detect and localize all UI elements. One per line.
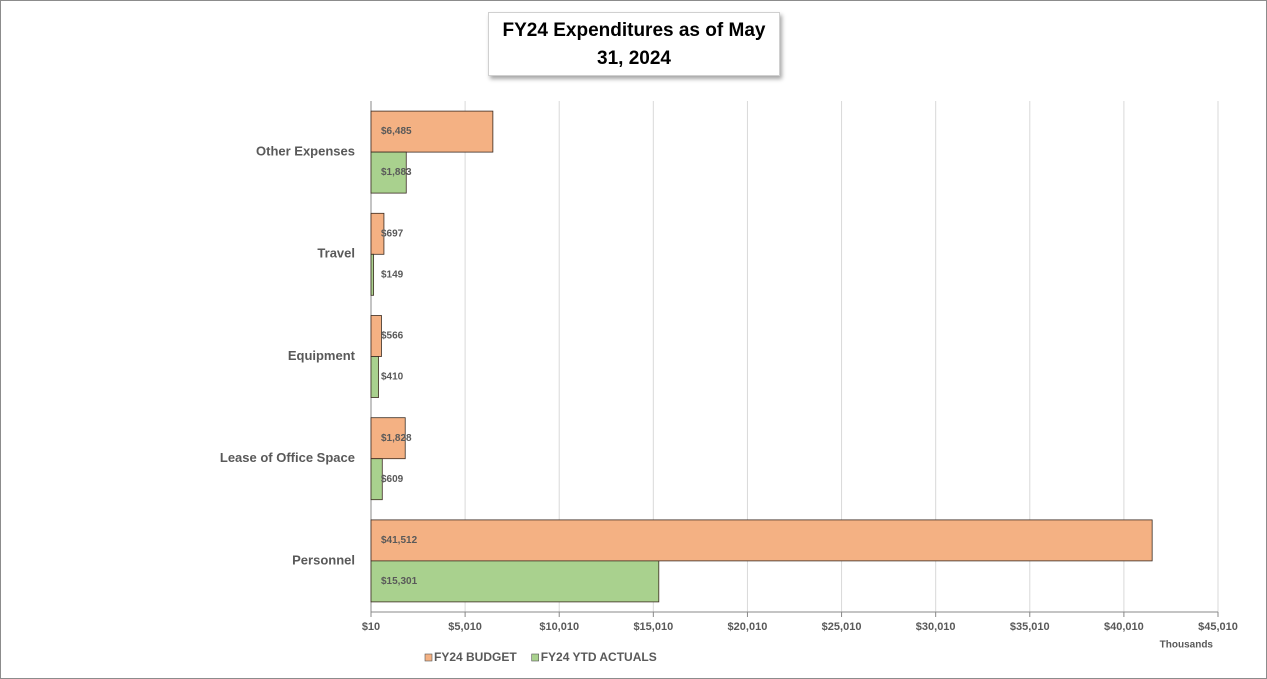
legend-label: FY24 YTD ACTUALS (541, 650, 657, 664)
x-axis-label: Thousands (1160, 640, 1214, 651)
bar (370, 560, 660, 603)
data-label: $1,883 (381, 167, 412, 178)
data-label: $15,301 (381, 576, 418, 587)
data-label: $149 (381, 269, 404, 280)
bar (370, 253, 375, 296)
legend-swatch (531, 653, 539, 662)
y-tick-label: Travel (317, 246, 355, 261)
bar (370, 519, 1153, 562)
x-tick-label: $10,010 (539, 621, 579, 633)
x-tick-label: $45,010 (1198, 621, 1238, 633)
y-tick-label: Lease of Office Space (220, 450, 355, 465)
bar (370, 110, 494, 153)
x-tick-label: $15,010 (633, 621, 673, 633)
data-label: $697 (381, 228, 404, 239)
data-label: $41,512 (381, 535, 418, 546)
legend-label: FY24 BUDGET (434, 650, 517, 664)
bar (370, 458, 383, 501)
x-tick-label: $30,010 (916, 621, 956, 633)
bar (370, 315, 382, 357)
x-tick-label: $5,010 (448, 621, 482, 633)
x-tick-label: $25,010 (822, 621, 862, 633)
bar (370, 356, 379, 398)
data-label: $410 (381, 372, 404, 383)
x-tick-label: $35,010 (1010, 621, 1050, 633)
x-tick-label: $20,010 (728, 621, 768, 633)
x-tick-label: $10 (362, 621, 380, 633)
data-label: $1,828 (381, 433, 412, 444)
chart-title: FY24 Expenditures as of May 31, 2024 (488, 12, 780, 76)
y-tick-label: Equipment (288, 348, 356, 363)
y-tick-label: Other Expenses (256, 144, 355, 159)
data-label: $566 (381, 331, 404, 342)
y-tick-label: Personnel (292, 552, 355, 567)
data-label: $6,485 (381, 126, 412, 137)
bar (370, 212, 385, 255)
bar (370, 151, 407, 194)
x-tick-label: $40,010 (1104, 621, 1144, 633)
legend-swatch (424, 653, 433, 662)
data-label: $609 (381, 474, 404, 485)
bar (370, 417, 406, 460)
